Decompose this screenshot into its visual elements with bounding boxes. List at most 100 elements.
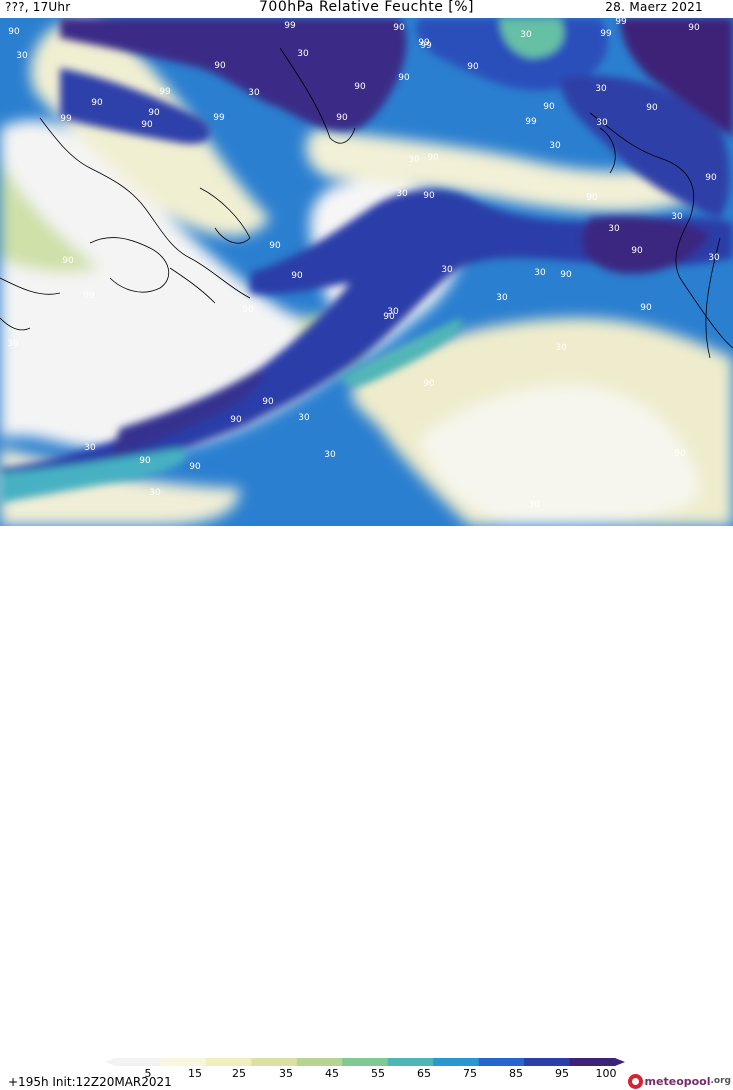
contour-label: 90: [631, 246, 643, 256]
forecast-day-label: ???, 17Uhr: [5, 0, 71, 14]
contour-label: 30: [408, 155, 420, 165]
header: ???, 17Uhr 700hPa Relative Feuchte [%] 2…: [0, 0, 733, 18]
colorbar-segment: [205, 1058, 252, 1066]
colorbar: [105, 1058, 625, 1066]
contour-label: 90: [91, 98, 103, 108]
moist-bands: [0, 18, 733, 503]
contour-label: 99: [418, 38, 430, 48]
contour-label: 30: [297, 49, 309, 59]
valid-date: 28. Maerz 2021: [605, 0, 703, 14]
colorbar-segment: [342, 1058, 389, 1066]
humidity-map: 9030993090999099993099909990909030999099…: [0, 18, 733, 526]
colorbar-arrow-left: [105, 1058, 115, 1066]
humidity-field: 9030993090999099993099909990909030999099…: [0, 18, 733, 526]
contour-label: 30: [555, 343, 567, 353]
contour-label: 90: [383, 312, 395, 322]
colorbar-segment: [296, 1058, 343, 1066]
footer: 5 15 25 35 45 55 65 75 85 95 100 +195h Init:12Z20M…: [0, 526, 733, 1089]
contour-label: 30: [324, 450, 336, 460]
colorbar-tick-label: 25: [232, 1067, 246, 1080]
colorbar-tick-label: 95: [555, 1067, 569, 1080]
logo-icon: [627, 1073, 643, 1089]
contour-label: 90: [705, 173, 717, 183]
map-title: 700hPa Relative Feuchte [%]: [259, 0, 474, 15]
colorbar-tick-label: 65: [417, 1067, 431, 1080]
contour-label: 90: [646, 103, 658, 113]
contour-label: 90: [427, 153, 439, 163]
contour-label: 90: [62, 256, 74, 266]
contour-label: 90: [139, 456, 151, 466]
contour-label: 90: [141, 120, 153, 130]
contour-label: 30: [549, 141, 561, 151]
contour-label: 30: [248, 88, 260, 98]
contour-label: 90: [262, 397, 274, 407]
contour-label: 30: [298, 413, 310, 423]
colorbar-segment: [115, 1058, 161, 1066]
contour-label: 90: [543, 102, 555, 112]
contour-label: 30: [441, 265, 453, 275]
colorbar-segment: [387, 1058, 434, 1066]
colorbar-tick-label: 15: [188, 1067, 202, 1080]
contour-label: 99: [420, 41, 432, 51]
contour-label: 90: [242, 305, 254, 315]
contour-label: 90: [398, 73, 410, 83]
colorbar-tick-label: 75: [463, 1067, 477, 1080]
contour-label: 90: [8, 27, 20, 37]
colorbar-tick-label: 55: [371, 1067, 385, 1080]
contour-labels: 9030993090999099993099909990909030999099…: [7, 18, 720, 510]
colorbar-segment: [569, 1058, 616, 1066]
contour-label: 90: [467, 62, 479, 72]
colorbar-tick-label: 45: [325, 1067, 339, 1080]
contour-label: 30: [708, 253, 720, 263]
contour-label: 99: [615, 18, 627, 27]
contour-label: 30: [149, 488, 161, 498]
contour-label: 90: [688, 23, 700, 33]
colorbar-tick-label: 35: [279, 1067, 293, 1080]
contour-label: 90: [189, 462, 201, 472]
contour-label: 30: [520, 30, 532, 40]
contour-label: 99: [525, 117, 537, 127]
contour-label: 90: [393, 23, 405, 33]
run-info: +195h Init:12Z20MAR2021: [8, 1075, 172, 1089]
colorbar-segment: [160, 1058, 207, 1066]
contour-label: 30: [84, 443, 96, 453]
contour-label: 30: [7, 339, 19, 349]
contour-label: 90: [354, 82, 366, 92]
contour-label: 30: [396, 189, 408, 199]
contour-label: 30: [608, 224, 620, 234]
contour-label: 99: [60, 114, 72, 124]
contour-label: 90: [586, 193, 598, 203]
contour-label: 30: [528, 500, 540, 510]
contour-label: 30: [534, 268, 546, 278]
colorbar-segment: [433, 1058, 480, 1066]
contour-label: 99: [284, 21, 296, 31]
contour-label: 30: [671, 212, 683, 222]
contour-label: 99: [83, 291, 95, 301]
contour-label: 90: [214, 61, 226, 71]
contour-label: 30: [496, 293, 508, 303]
colorbar-tick-label: 85: [509, 1067, 523, 1080]
contour-label: 30: [596, 118, 608, 128]
colorbar-segment: [251, 1058, 298, 1066]
contour-label: 90: [423, 191, 435, 201]
contour-label: 90: [291, 271, 303, 281]
contour-label: 99: [159, 87, 171, 97]
logo-text: meteopool: [644, 1074, 711, 1088]
colorbar-segment: [524, 1058, 571, 1066]
contour-label: 30: [387, 307, 399, 317]
meteopool-logo[interactable]: meteopool .org: [627, 1072, 731, 1090]
contour-label: 90: [640, 303, 652, 313]
logo-domain: .org: [710, 1076, 731, 1086]
contour-label: 30: [595, 84, 607, 94]
contour-label: 90: [269, 241, 281, 251]
contour-label: 90: [336, 113, 348, 123]
contour-label: 99: [600, 29, 612, 39]
contour-label: 90: [560, 270, 572, 280]
contour-label: 90: [423, 379, 435, 389]
contour-label: 99: [213, 113, 225, 123]
colorbar-tick-label: 100: [595, 1067, 617, 1080]
contour-label: 90: [230, 415, 242, 425]
colorbar-segment: [478, 1058, 525, 1066]
colorbar-arrow-right: [615, 1058, 625, 1066]
coastlines: [0, 47, 733, 359]
